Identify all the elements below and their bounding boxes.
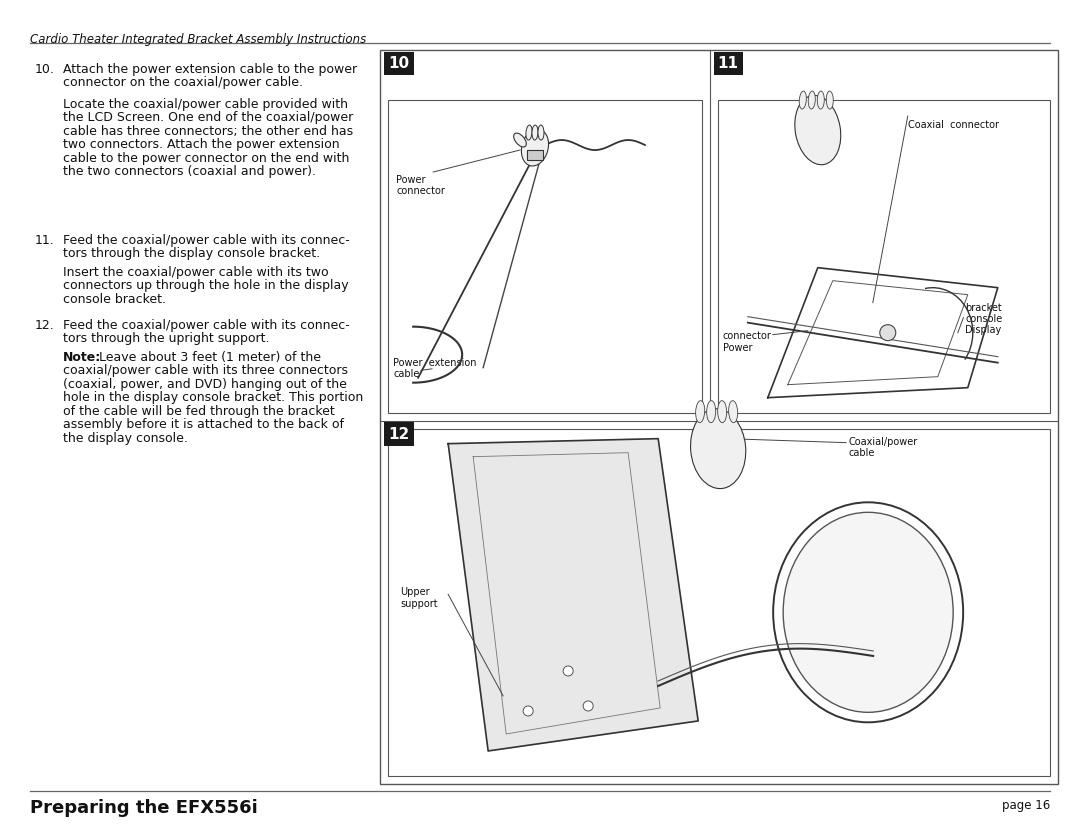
Ellipse shape [706,400,716,423]
Circle shape [880,324,895,340]
Text: Power: Power [723,343,753,353]
Ellipse shape [690,409,746,489]
Text: Note:: Note: [63,350,100,364]
Text: Cardio Theater Integrated Bracket Assembly Instructions: Cardio Theater Integrated Bracket Assemb… [30,33,366,47]
Ellipse shape [826,91,834,109]
Text: cable to the power connector on the end with: cable to the power connector on the end … [63,152,349,164]
Text: tors through the display console bracket.: tors through the display console bracket… [63,247,320,260]
Text: Power: Power [396,175,426,185]
Text: connector: connector [396,186,445,196]
Text: coaxial/power cable with its three connectors: coaxial/power cable with its three conne… [63,364,348,377]
Ellipse shape [514,133,526,147]
Text: console: console [966,314,1002,324]
Text: the display console.: the display console. [63,431,188,445]
Text: cable: cable [848,448,875,458]
Circle shape [563,666,573,676]
Ellipse shape [773,502,963,722]
Text: tors through the upright support.: tors through the upright support. [63,332,269,345]
Text: the two connectors (coaxial and power).: the two connectors (coaxial and power). [63,165,315,178]
Text: Insert the coaxial/power cable with its two: Insert the coaxial/power cable with its … [63,265,328,279]
Text: Display: Display [966,324,1001,334]
Ellipse shape [696,400,704,423]
Text: Power  extension
cable: Power extension cable [393,358,476,379]
Ellipse shape [717,400,727,423]
Text: Upper: Upper [401,587,430,597]
Text: Attach the power extension cable to the power: Attach the power extension cable to the … [63,63,356,76]
Text: 10.: 10. [35,63,54,76]
Ellipse shape [799,91,807,109]
Text: connector on the coaxial/power cable.: connector on the coaxial/power cable. [63,76,302,89]
Text: 12.: 12. [35,319,54,332]
Ellipse shape [522,129,549,166]
Ellipse shape [532,125,538,140]
Text: Coaxial  connector: Coaxial connector [908,120,999,130]
Ellipse shape [538,125,544,140]
Text: the LCD Screen. One end of the coaxial/power: the LCD Screen. One end of the coaxial/p… [63,111,353,124]
Text: connector: connector [723,330,771,340]
Text: Preparing the EFX556i: Preparing the EFX556i [30,799,258,817]
Ellipse shape [818,91,824,109]
Circle shape [583,701,593,711]
Text: 11.: 11. [35,234,54,247]
Text: 10: 10 [388,56,409,71]
Text: 11: 11 [718,56,739,71]
Text: bracket: bracket [966,303,1002,313]
Text: Coaxial/power: Coaxial/power [848,437,917,447]
Text: Feed the coaxial/power cable with its connec-: Feed the coaxial/power cable with its co… [63,234,349,247]
Ellipse shape [783,512,954,712]
Text: Feed the coaxial/power cable with its connec-: Feed the coaxial/power cable with its co… [63,319,349,332]
Ellipse shape [795,95,840,165]
Ellipse shape [808,91,815,109]
Text: two connectors. Attach the power extension: two connectors. Attach the power extensi… [63,138,339,151]
Text: assembly before it is attached to the back of: assembly before it is attached to the ba… [63,418,343,431]
Ellipse shape [526,125,532,140]
Text: Locate the coaxial/power cable provided with: Locate the coaxial/power cable provided … [63,98,348,111]
Text: (coaxial, power, and DVD) hanging out of the: (coaxial, power, and DVD) hanging out of… [63,378,347,390]
Text: page 16: page 16 [1001,799,1050,812]
Text: support: support [401,600,437,610]
Ellipse shape [729,400,738,423]
Bar [718,100,1051,413]
Bar [527,150,543,160]
Text: connectors up through the hole in the display: connectors up through the hole in the di… [63,279,348,292]
Bar [388,100,702,413]
Text: console bracket.: console bracket. [63,293,165,305]
Text: hole in the display console bracket. This portion: hole in the display console bracket. Thi… [63,391,363,404]
Text: cable has three connectors; the other end has: cable has three connectors; the other en… [63,124,353,138]
Polygon shape [448,439,698,751]
Text: of the cable will be fed through the bracket: of the cable will be fed through the bra… [63,404,335,418]
Bar [380,50,1058,784]
Text: Leave about 3 feet (1 meter) of the: Leave about 3 feet (1 meter) of the [95,350,321,364]
Bar [388,429,1051,776]
Circle shape [523,706,534,716]
Text: 12: 12 [388,427,409,442]
